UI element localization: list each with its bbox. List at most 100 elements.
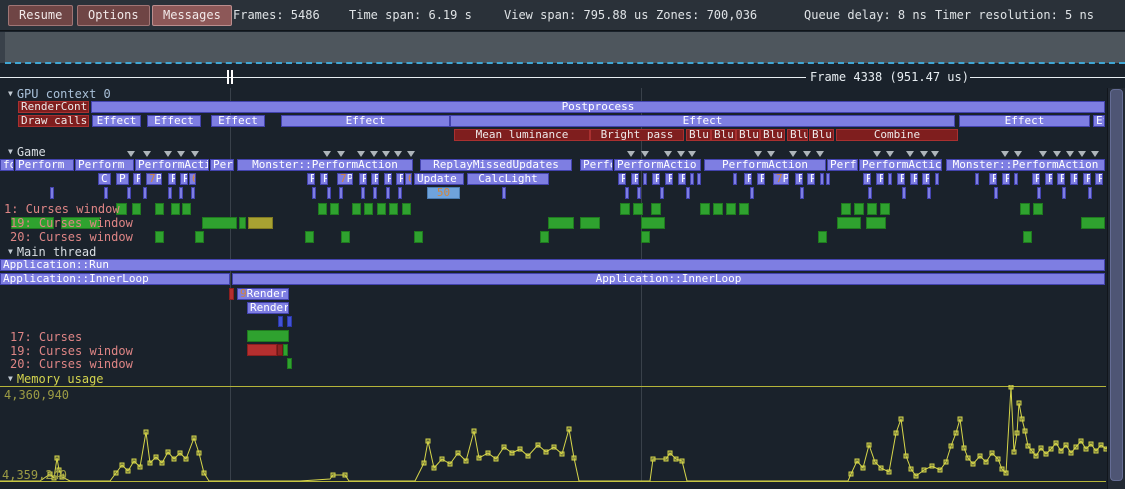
zone-bar[interactable] bbox=[620, 203, 630, 215]
zone-marker-icon[interactable] bbox=[323, 151, 331, 157]
zone-bar[interactable]: Blur bbox=[686, 129, 711, 141]
zone-bar[interactable] bbox=[398, 187, 402, 199]
zone-bar[interactable] bbox=[841, 203, 851, 215]
zone-bar[interactable]: P bbox=[359, 173, 367, 185]
zone-bar[interactable] bbox=[373, 187, 377, 199]
thread-label[interactable]: 17: Curses bbox=[10, 330, 83, 344]
zone-bar[interactable]: Effect bbox=[959, 115, 1090, 127]
zone-bar[interactable]: Blur bbox=[711, 129, 736, 141]
zone-bar[interactable] bbox=[361, 187, 365, 199]
scrollbar[interactable] bbox=[1107, 88, 1125, 489]
zone-bar[interactable] bbox=[826, 173, 830, 185]
zone-bar[interactable] bbox=[994, 187, 998, 199]
zone-bar[interactable] bbox=[651, 203, 661, 215]
zone-bar[interactable] bbox=[975, 173, 979, 185]
zone-bar[interactable]: Effect bbox=[92, 115, 141, 127]
zone-bar[interactable]: 6 bbox=[189, 173, 196, 185]
zone-bar[interactable]: fo bbox=[0, 159, 14, 171]
zone-marker-icon[interactable] bbox=[1091, 151, 1099, 157]
zone-bar[interactable]: Effect bbox=[211, 115, 265, 127]
zone-bar[interactable]: Bright pass bbox=[590, 129, 684, 141]
zone-bar[interactable]: P bbox=[807, 173, 815, 185]
zone-bar[interactable] bbox=[318, 203, 327, 215]
zone-bar[interactable]: P bbox=[133, 173, 141, 185]
zone-bar[interactable] bbox=[248, 217, 273, 229]
zone-marker-icon[interactable] bbox=[1001, 151, 1009, 157]
zone-bar[interactable] bbox=[867, 203, 877, 215]
section-header[interactable]: ▼ Main thread bbox=[8, 245, 97, 259]
zone-bar[interactable] bbox=[179, 187, 183, 199]
zone-bar[interactable]: P bbox=[1032, 173, 1040, 185]
zone-bar[interactable]: P bbox=[922, 173, 930, 185]
zone-bar[interactable] bbox=[700, 203, 710, 215]
zone-bar[interactable]: 7P bbox=[773, 173, 789, 185]
zone-bar[interactable] bbox=[330, 203, 339, 215]
thread-label[interactable]: 20: Curses window bbox=[10, 230, 133, 244]
zone-bar[interactable] bbox=[287, 358, 292, 369]
zone-bar[interactable] bbox=[697, 173, 701, 185]
zone-marker-icon[interactable] bbox=[664, 151, 672, 157]
zone-bar[interactable]: P bbox=[1045, 173, 1053, 185]
zone-bar[interactable] bbox=[1014, 173, 1018, 185]
zone-bar[interactable] bbox=[287, 316, 292, 327]
zone-bar[interactable]: PerformActio bbox=[614, 159, 701, 171]
zone-bar[interactable] bbox=[377, 203, 386, 215]
zone-bar[interactable] bbox=[402, 203, 411, 215]
zone-bar[interactable] bbox=[352, 203, 361, 215]
zone-marker-icon[interactable] bbox=[789, 151, 797, 157]
zone-bar[interactable] bbox=[880, 203, 890, 215]
zone-bar[interactable] bbox=[643, 173, 647, 185]
zone-bar[interactable] bbox=[229, 288, 234, 300]
zone-bar[interactable]: PerformAction bbox=[704, 159, 826, 171]
zone-bar[interactable]: P bbox=[631, 173, 639, 185]
zone-marker-icon[interactable] bbox=[1039, 151, 1047, 157]
zone-bar[interactable] bbox=[327, 187, 331, 199]
zone-bar[interactable] bbox=[902, 187, 906, 199]
zone-bar[interactable]: P bbox=[863, 173, 871, 185]
zone-bar[interactable]: P bbox=[910, 173, 918, 185]
zone-marker-icon[interactable] bbox=[931, 151, 939, 157]
zone-bar[interactable]: P bbox=[180, 173, 188, 185]
zone-bar[interactable] bbox=[168, 187, 172, 199]
zone-bar[interactable] bbox=[1088, 187, 1092, 199]
zone-bar[interactable] bbox=[1020, 203, 1030, 215]
zone-bar[interactable] bbox=[1081, 217, 1105, 229]
zone-bar[interactable]: Blur bbox=[809, 129, 834, 141]
zone-bar[interactable] bbox=[143, 187, 147, 199]
memory-usage-graph[interactable] bbox=[0, 385, 1125, 489]
zone-bar[interactable] bbox=[364, 203, 373, 215]
zone-bar[interactable] bbox=[389, 203, 398, 215]
zone-marker-icon[interactable] bbox=[382, 151, 390, 157]
zone-marker-icon[interactable] bbox=[920, 151, 928, 157]
zone-bar[interactable] bbox=[637, 187, 641, 199]
zone-bar[interactable]: PerformAction bbox=[135, 159, 209, 171]
zone-bar[interactable] bbox=[195, 231, 204, 243]
zone-marker-icon[interactable] bbox=[1053, 151, 1061, 157]
zone-marker-icon[interactable] bbox=[394, 151, 402, 157]
zone-bar[interactable]: P bbox=[652, 173, 660, 185]
zone-bar[interactable] bbox=[641, 217, 665, 229]
zone-bar[interactable] bbox=[278, 316, 283, 327]
zone-bar[interactable] bbox=[888, 173, 892, 185]
zone-bar[interactable] bbox=[820, 173, 824, 185]
zone-marker-icon[interactable] bbox=[127, 151, 135, 157]
zone-bar[interactable] bbox=[239, 217, 246, 229]
pause-marker-icon[interactable] bbox=[231, 70, 233, 84]
zone-bar[interactable]: 6 bbox=[405, 173, 412, 185]
zone-bar[interactable] bbox=[633, 203, 643, 215]
zone-bar[interactable]: P bbox=[795, 173, 803, 185]
zone-marker-icon[interactable] bbox=[1078, 151, 1086, 157]
zone-bar[interactable] bbox=[739, 203, 749, 215]
zone-bar[interactable]: CalcLight bbox=[467, 173, 549, 185]
zone-marker-icon[interactable] bbox=[357, 151, 365, 157]
zone-bar[interactable]: P bbox=[757, 173, 765, 185]
zone-bar[interactable]: C bbox=[98, 173, 111, 185]
zone-bar[interactable]: 7P bbox=[146, 173, 162, 185]
zone-marker-icon[interactable] bbox=[164, 151, 172, 157]
zone-bar[interactable] bbox=[171, 203, 180, 215]
zone-bar[interactable] bbox=[104, 187, 108, 199]
zone-bar[interactable] bbox=[800, 187, 804, 199]
zone-bar[interactable] bbox=[50, 187, 54, 199]
zone-bar[interactable]: Effect bbox=[147, 115, 201, 127]
zone-bar[interactable] bbox=[132, 203, 141, 215]
